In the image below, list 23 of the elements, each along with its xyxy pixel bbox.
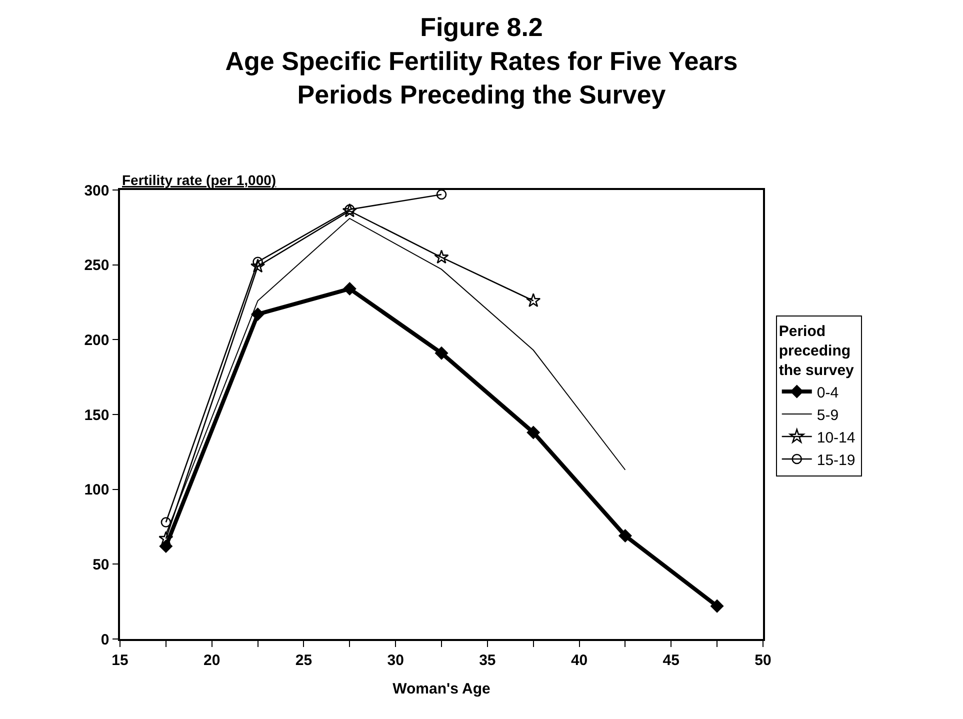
chart-title: Figure 8.2 Age Specific Fertility Rates for Five Years Periods Preceding the Survey: [225, 12, 738, 110]
y-tick-label: 50: [92, 556, 110, 574]
legend-label: 10-14: [816, 429, 856, 446]
y-tick-label: 300: [84, 182, 110, 200]
legend-label: 15-19: [816, 452, 856, 469]
legend-title: Period preceding the survey: [778, 323, 855, 380]
y-axis-title: Fertility rate (per 1,000): [122, 172, 276, 188]
x-tick-label: 40: [570, 652, 588, 669]
y-tick-label: 250: [84, 257, 110, 274]
x-tick-label: 25: [295, 652, 312, 669]
x-tick-label: 35: [479, 652, 496, 669]
y-tick-label: 150: [84, 406, 110, 424]
legend-label: 0-4: [816, 384, 839, 402]
x-tick-label: 45: [662, 652, 680, 669]
x-axis-title: Woman's Age: [392, 680, 490, 698]
y-tick-label: 100: [84, 482, 110, 499]
y-tick-label: 200: [84, 332, 110, 349]
x-tick-label: 30: [387, 652, 404, 669]
legend-label: 5-9: [816, 406, 839, 424]
x-tick-label: 15: [112, 652, 128, 669]
y-tick-label: 0: [100, 631, 110, 648]
x-tick-label: 50: [754, 652, 772, 669]
x-tick-label: 20: [204, 652, 220, 669]
